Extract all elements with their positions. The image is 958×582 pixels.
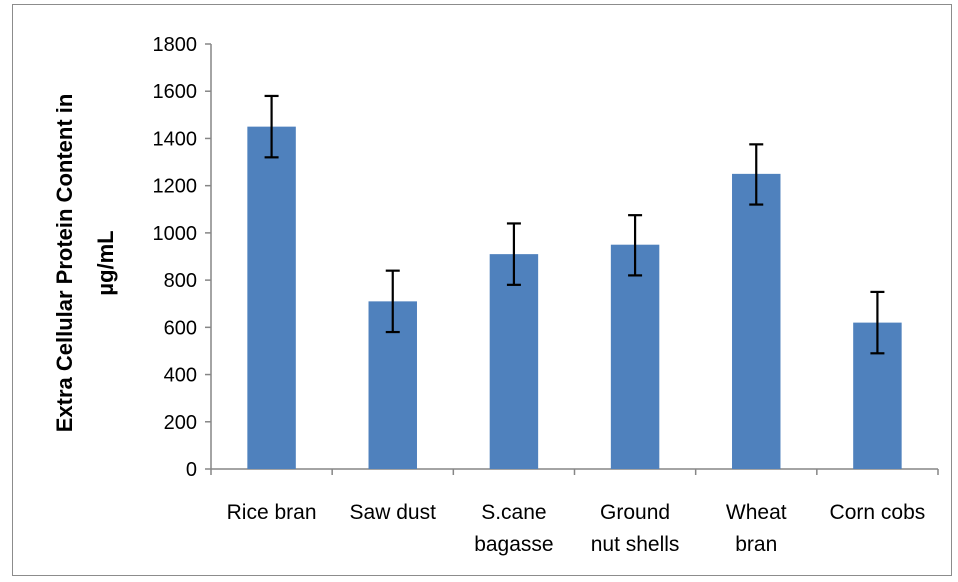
chart-frame: [12, 4, 952, 576]
y-tick-label: 400: [164, 365, 197, 387]
y-tick-label: 800: [164, 270, 197, 292]
y-axis-title-line-1: Extra Cellular Protein Content in: [52, 94, 77, 433]
bar: [732, 173, 781, 469]
y-tick-label: 1600: [153, 81, 198, 103]
bar: [610, 244, 660, 469]
x-tick-label: bagasse: [474, 533, 553, 556]
x-tick-label: Ground: [600, 501, 670, 524]
y-axis-title-line-2: µg/mL: [93, 230, 118, 295]
y-tick-label: 1400: [153, 128, 198, 150]
x-tick-label: Corn cobs: [830, 501, 926, 524]
x-tick-label: Saw dust: [350, 501, 437, 524]
y-tick-label: 600: [164, 317, 197, 339]
y-tick-label: 1000: [153, 223, 198, 245]
y-tick-label: 0: [186, 459, 197, 481]
x-tick-label: Rice bran: [227, 501, 317, 524]
x-tick-label: S.cane: [481, 501, 546, 524]
y-tick-label: 200: [164, 412, 197, 434]
bar: [247, 126, 296, 469]
y-tick-label: 1800: [153, 34, 198, 56]
x-tick-label: nut shells: [591, 533, 680, 556]
x-tick-label: bran: [735, 533, 777, 556]
x-tick-label: Wheat: [726, 501, 787, 524]
y-tick-label: 1200: [153, 176, 198, 198]
bar: [489, 254, 539, 469]
